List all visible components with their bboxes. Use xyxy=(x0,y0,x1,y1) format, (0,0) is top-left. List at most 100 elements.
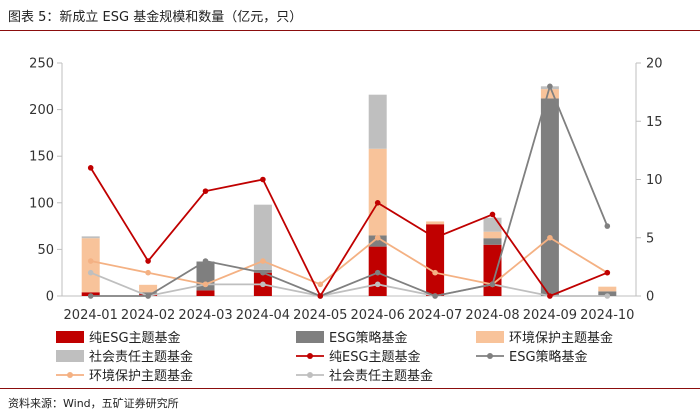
y-right-tick-label: 0 xyxy=(646,290,654,305)
bar-pure-esg xyxy=(483,244,502,296)
x-tick-label: 2024-03 xyxy=(178,308,232,323)
x-tick-label: 2024-05 xyxy=(293,308,347,323)
point-social xyxy=(374,281,381,288)
bar-environment xyxy=(426,221,445,225)
point-social xyxy=(604,293,611,299)
point-pure-esg xyxy=(489,211,496,218)
legend-line-marker xyxy=(307,372,313,378)
x-tick-label: 2024-07 xyxy=(408,308,462,323)
y-right-tick-label: 15 xyxy=(646,115,663,130)
point-environment xyxy=(202,281,209,288)
line-esg-strategy xyxy=(90,83,609,297)
legend-line-marker xyxy=(487,353,493,359)
point-environment xyxy=(432,269,438,276)
bar-environment xyxy=(368,148,387,236)
point-esg-strategy xyxy=(489,281,496,288)
point-esg-strategy xyxy=(202,258,209,264)
point-esg-strategy xyxy=(260,269,266,276)
bar-environment xyxy=(139,284,158,293)
legend-item: 环境保护主题基金 xyxy=(56,368,193,384)
bar-esg-strategy xyxy=(368,235,387,247)
legend-label: 环境保护主题基金 xyxy=(89,368,193,384)
legend-label: 环境保护主题基金 xyxy=(509,330,613,346)
y-left-tick-label: 50 xyxy=(37,243,54,258)
legend-bar-swatch xyxy=(476,331,504,343)
legend-line-marker xyxy=(67,372,73,378)
bar-social xyxy=(81,236,100,239)
point-pure-esg xyxy=(317,293,324,299)
x-tick-label: 2024-09 xyxy=(523,308,577,323)
bar-environment xyxy=(540,89,559,99)
point-pure-esg xyxy=(145,258,151,264)
bar-esg-strategy xyxy=(540,98,559,296)
point-esg-strategy xyxy=(374,269,381,276)
legend-item: 环境保护主题基金 xyxy=(476,330,613,346)
point-pure-esg xyxy=(87,165,94,171)
y-right-tick-label: 20 xyxy=(646,57,663,72)
legend-label: ESG策略基金 xyxy=(329,330,408,346)
legend-item: ESG策略基金 xyxy=(296,330,408,346)
legend-item: 社会责任主题基金 xyxy=(296,368,433,384)
point-environment xyxy=(547,234,553,241)
point-social xyxy=(87,269,94,276)
bar-social xyxy=(368,94,387,149)
x-tick-label: 2024-01 xyxy=(64,308,118,323)
y-right-tick-label: 5 xyxy=(646,231,654,246)
title-rule xyxy=(0,30,700,31)
y-right-tick-label: 10 xyxy=(646,173,663,188)
legend-item: ESG策略基金 xyxy=(476,349,588,365)
legend-label: 社会责任主题基金 xyxy=(329,368,433,384)
bar-social xyxy=(253,204,272,270)
point-esg-strategy xyxy=(604,223,611,229)
point-environment xyxy=(374,234,381,241)
point-pure-esg xyxy=(260,176,266,183)
legend-label: 纯ESG主题基金 xyxy=(89,330,181,346)
x-tick-label: 2024-04 xyxy=(236,308,290,323)
line-social xyxy=(90,271,608,297)
point-pure-esg xyxy=(202,188,209,194)
point-environment xyxy=(87,258,94,264)
y-left-tick-label: 100 xyxy=(29,196,54,211)
y-left-tick-label: 200 xyxy=(29,103,54,118)
y-left-tick-label: 150 xyxy=(29,150,54,165)
point-esg-strategy xyxy=(432,293,438,299)
point-pure-esg xyxy=(604,269,611,276)
bar-environment xyxy=(598,286,617,292)
source-rule xyxy=(0,388,700,389)
point-pure-esg xyxy=(374,200,381,206)
bar-pure-esg xyxy=(196,290,215,296)
legend-label: ESG策略基金 xyxy=(509,349,588,365)
point-pure-esg xyxy=(547,293,553,299)
x-tick-label: 2024-08 xyxy=(465,308,519,323)
bar-esg-strategy xyxy=(483,238,502,245)
point-esg-strategy xyxy=(547,83,553,90)
point-esg-strategy xyxy=(87,293,94,299)
line-pure-esg xyxy=(89,167,608,298)
point-environment xyxy=(145,269,151,276)
y-left-tick-label: 0 xyxy=(46,290,54,305)
point-pure-esg xyxy=(432,234,438,241)
figure-title: 图表 5：新成立 ESG 基金规模和数量（亿元，只） xyxy=(8,10,303,25)
line-environment xyxy=(90,236,608,286)
x-tick-label: 2024-06 xyxy=(351,308,405,323)
legend-item: 社会责任主题基金 xyxy=(56,349,193,365)
legend-item: 纯ESG主题基金 xyxy=(296,349,421,365)
legend-label: 社会责任主题基金 xyxy=(89,349,193,365)
legend-bar-swatch xyxy=(296,331,324,343)
legend-line-marker xyxy=(307,353,313,359)
point-esg-strategy xyxy=(145,293,151,299)
bar-environment xyxy=(81,238,100,293)
legend-bar-swatch xyxy=(56,350,84,362)
point-environment xyxy=(260,258,266,264)
bar-environment xyxy=(483,231,502,239)
x-tick-label: 2024-10 xyxy=(580,308,634,323)
legend-item: 纯ESG主题基金 xyxy=(56,330,181,346)
legend-label: 纯ESG主题基金 xyxy=(329,349,421,365)
legend-bar-swatch xyxy=(56,331,84,343)
point-social xyxy=(260,281,266,288)
x-tick-label: 2024-02 xyxy=(121,308,175,323)
y-left-tick-label: 250 xyxy=(29,57,54,72)
point-environment xyxy=(317,281,324,288)
figure-source: 资料来源：Wind，五矿证券研究所 xyxy=(8,397,179,410)
